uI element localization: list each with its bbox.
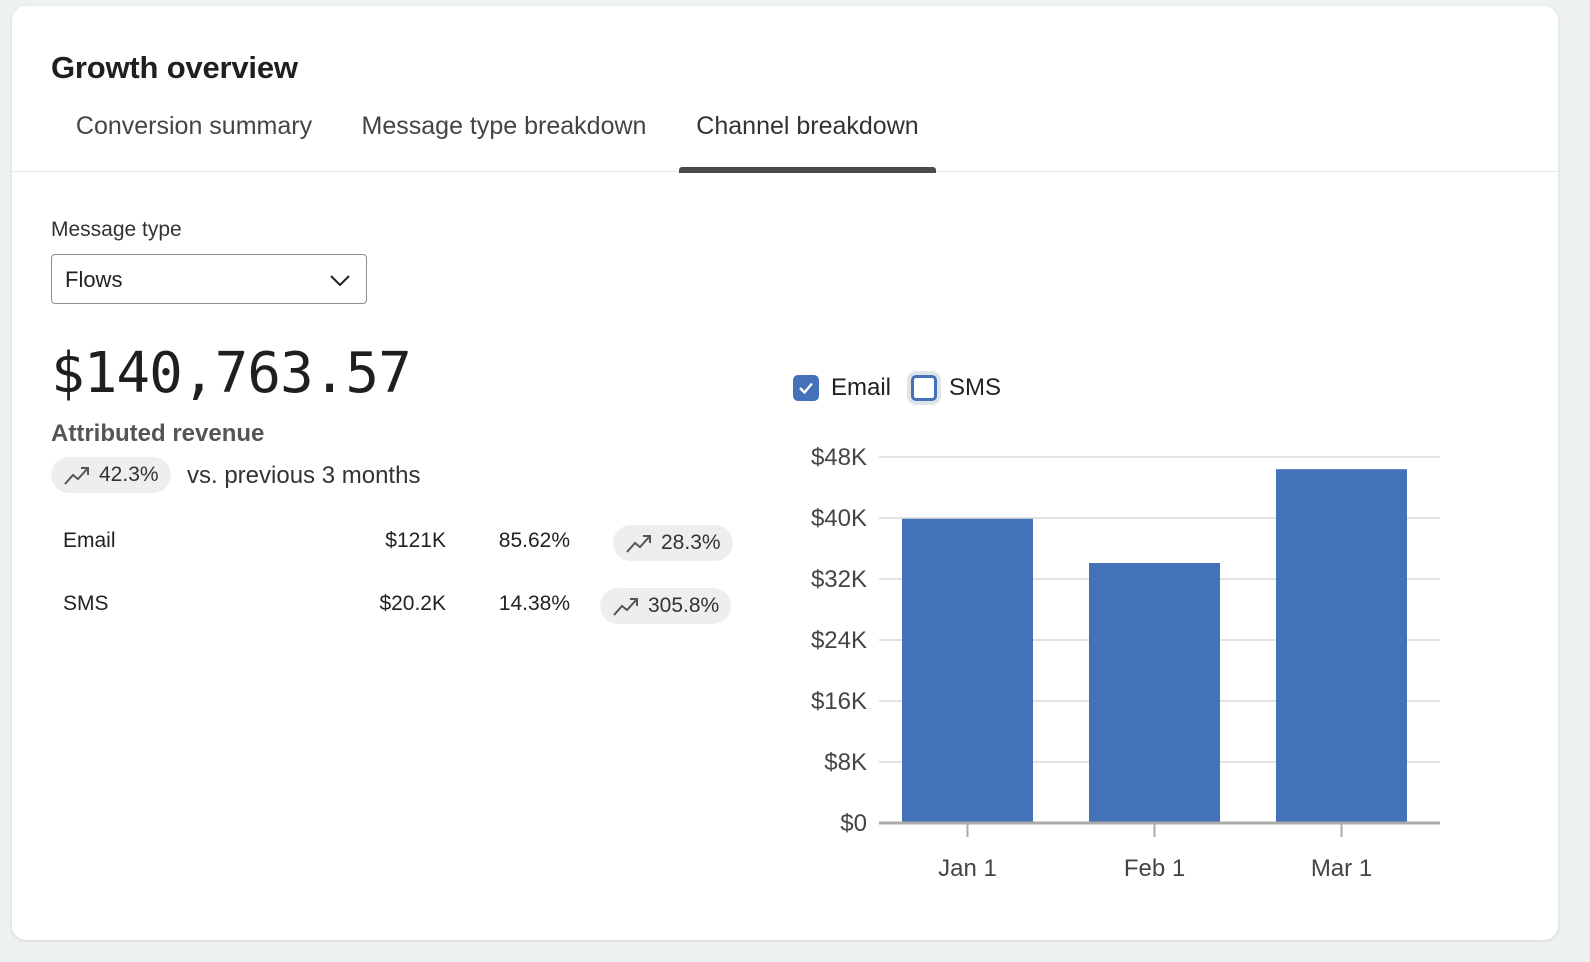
message-type-label: Message type xyxy=(51,218,182,241)
comparison-text: vs. previous 3 months xyxy=(187,462,421,489)
y-tick-label: $16K xyxy=(811,688,867,715)
message-type-value: Flows xyxy=(65,267,123,292)
channel-change-badge-sms: 305.8% xyxy=(600,588,732,624)
chevron-down-icon xyxy=(330,275,350,287)
checkmark-icon xyxy=(799,382,813,395)
legend-item-sms[interactable]: SMS xyxy=(911,370,1001,406)
y-tick-label: $8K xyxy=(824,749,867,776)
bar-email[interactable] xyxy=(902,518,1033,823)
channel-revenue-email: $121K xyxy=(385,529,446,552)
legend-label-sms: SMS xyxy=(949,374,1002,401)
trend-up-icon xyxy=(64,467,89,485)
trend-up-icon xyxy=(613,598,638,616)
channel-revenue-sms: $20.2K xyxy=(379,592,446,615)
tab-channel-breakdown[interactable]: Channel breakdown xyxy=(679,112,936,173)
message-type-select[interactable]: Flows xyxy=(51,254,367,304)
channel-name-email: Email xyxy=(63,529,116,552)
channel-name-sms: SMS xyxy=(63,592,109,615)
x-tick-label: Mar 1 xyxy=(1311,855,1372,882)
revenue-bar-chart: $0 $8K $16K $24K $32K $40K $48K Jan 1 Feb 1 Mar 1 xyxy=(811,444,1440,882)
y-tick-label: $24K xyxy=(811,627,867,654)
legend-item-email[interactable]: Email xyxy=(793,370,891,406)
legend-label-email: Email xyxy=(831,374,892,401)
channel-change-badge-email: 28.3% xyxy=(613,525,733,561)
channel-share-sms: 14.38% xyxy=(498,592,570,615)
email-checkbox[interactable] xyxy=(793,375,819,401)
attributed-revenue-label: Attributed revenue xyxy=(51,420,265,447)
trend-up-icon xyxy=(626,535,651,553)
bar-email[interactable] xyxy=(1276,469,1407,823)
x-tick-label: Jan 1 xyxy=(938,855,997,882)
tab-conversion-summary[interactable]: Conversion summary xyxy=(75,112,313,140)
y-tick-label: $40K xyxy=(811,505,867,532)
bar-email[interactable] xyxy=(1089,562,1220,823)
tab-message-type-breakdown[interactable]: Message type breakdown xyxy=(361,112,647,140)
page-title: Growth overview xyxy=(51,50,298,85)
total-revenue: $140,763.57 xyxy=(51,341,412,406)
y-tick-label: $0 xyxy=(840,810,867,837)
tab-bar: Conversion summary Message type breakdow… xyxy=(12,102,1558,173)
channel-share-email: 85.62% xyxy=(498,529,570,552)
channel-change-email: 28.3% xyxy=(661,531,721,554)
y-tick-label: $32K xyxy=(811,566,867,593)
total-change-badge: 42.3% xyxy=(51,457,171,493)
channel-change-sms: 305.8% xyxy=(648,594,720,617)
y-tick-label: $48K xyxy=(811,444,867,471)
total-change-value: 42.3% xyxy=(99,463,159,486)
growth-overview-card: Growth overview Conversion summary Messa… xyxy=(12,6,1558,940)
x-tick-label: Feb 1 xyxy=(1124,855,1185,882)
sms-checkbox[interactable] xyxy=(911,375,937,401)
